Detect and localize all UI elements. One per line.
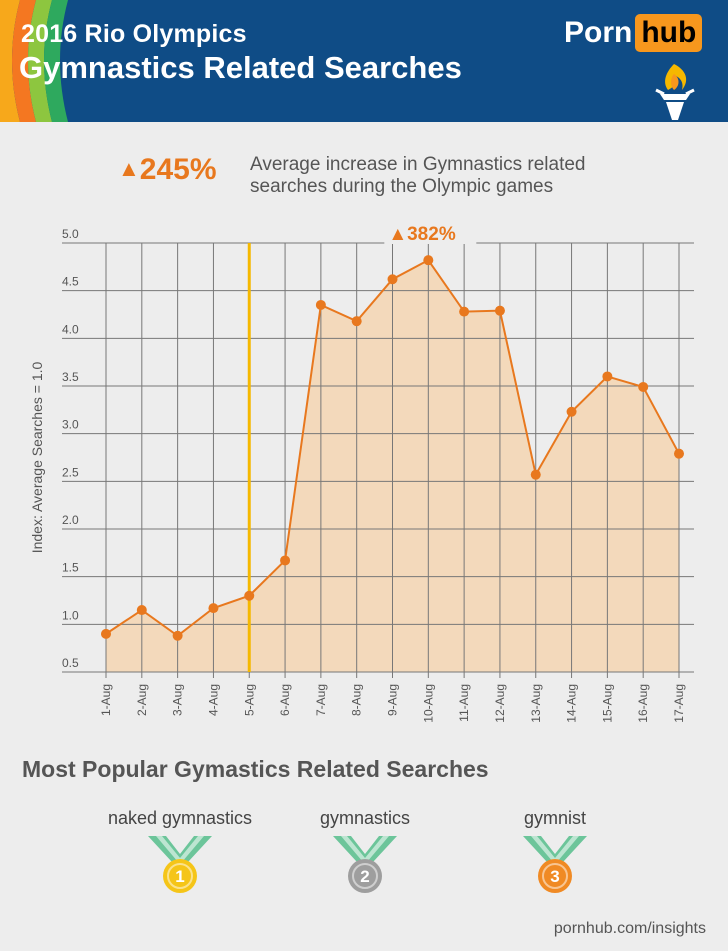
logo-text-part2: hub [635, 14, 703, 52]
x-tick-label: 15-Aug [600, 684, 614, 723]
y-axis-label: Index: Average Searches = 1.0 [29, 361, 45, 553]
header-banner: 2016 Rio Olympics Gymnastics Related Sea… [0, 0, 728, 122]
data-point [566, 406, 577, 417]
rio-color-stripes [0, 0, 68, 122]
x-tick-label: 14-Aug [565, 684, 579, 723]
footer-source: pornhub.com/insights [553, 920, 706, 937]
x-tick-label: 7-Aug [314, 684, 328, 716]
x-tick-label: 6-Aug [278, 684, 292, 716]
x-tick-label: 3-Aug [171, 684, 185, 716]
peak-label-bg [384, 222, 477, 244]
brand-logo: Porn hub [564, 13, 703, 53]
x-tick-label: 10-Aug [421, 684, 435, 723]
y-tick-label: 1.5 [62, 561, 79, 575]
header-title: 2016 Rio Olympics [21, 20, 247, 48]
data-point [351, 316, 362, 327]
data-point [638, 381, 649, 392]
medal-rank: 3 [550, 867, 559, 886]
popular-term-3: gymnist [523, 808, 587, 828]
kpi-value-text: 245% [139, 153, 217, 186]
data-point [423, 255, 434, 266]
data-point [208, 603, 219, 614]
x-tick-label: 17-Aug [672, 684, 686, 723]
data-point [315, 299, 326, 310]
y-tick-label: 4.0 [62, 322, 79, 336]
data-point [674, 448, 684, 459]
x-tick-label: 1-Aug [99, 684, 113, 716]
data-point [136, 605, 147, 616]
data-point [280, 555, 291, 566]
gold-medal-icon: 1 [148, 836, 212, 896]
data-point [387, 274, 398, 285]
torch-icon [655, 64, 695, 120]
x-tick-label: 2-Aug [135, 684, 149, 716]
x-tick-label: 8-Aug [350, 684, 364, 716]
kpi-description-line2: searches during the Olympic games [250, 176, 554, 197]
data-point [459, 306, 470, 317]
y-tick-label: 1.0 [62, 608, 79, 622]
kpi-description-line1: Average increase in Gymnastics related [250, 154, 586, 175]
y-tick-label: 2.0 [62, 513, 79, 527]
medal-rank: 2 [360, 867, 369, 886]
x-tick-label: 5-Aug [242, 684, 256, 716]
y-tick-label: 0.5 [62, 656, 79, 670]
data-point [101, 628, 111, 639]
y-tick-label: 2.5 [62, 465, 79, 479]
data-point [530, 469, 541, 480]
x-tick-label: 13-Aug [529, 684, 543, 723]
data-point [494, 305, 505, 316]
y-tick-label: 4.5 [62, 275, 79, 289]
popular-term-2: gymnastics [319, 808, 411, 828]
y-tick-label: 5.0 [62, 227, 79, 241]
up-triangle-icon: ▲ [118, 156, 140, 181]
silver-medal-icon: 2 [333, 836, 397, 896]
x-tick-label: 16-Aug [636, 684, 650, 723]
popular-term-1: naked gymnastics [107, 808, 253, 828]
bronze-medal-icon: 3 [523, 836, 587, 896]
y-tick-label: 3.0 [62, 418, 79, 432]
data-point [172, 630, 183, 641]
x-tick-label: 11-Aug [457, 684, 471, 722]
x-tick-label: 4-Aug [206, 684, 220, 716]
kpi-description: Average increase in Gymnastics related s… [250, 154, 650, 198]
x-tick-label: 12-Aug [493, 684, 507, 723]
kpi-value: ▲245% [118, 153, 217, 187]
peak-annotation: ▲382% [388, 224, 456, 245]
x-tick-label: 9-Aug [386, 684, 400, 716]
medal-rank: 1 [175, 867, 184, 886]
data-point [602, 371, 613, 382]
logo-text-part1: Porn [564, 16, 633, 49]
data-point [244, 590, 255, 601]
y-tick-label: 3.5 [62, 370, 79, 384]
searches-area-chart: 5.0 4.5 4.0 3.5 3.0 2.5 2.0 1.5 1.0 0.5 1-Aug 2-Aug… [29, 222, 694, 723]
popular-searches-title: Most Popular Gymastics Related Searches [22, 756, 489, 782]
header-subtitle: Gymnastics Related Searches [19, 50, 462, 85]
